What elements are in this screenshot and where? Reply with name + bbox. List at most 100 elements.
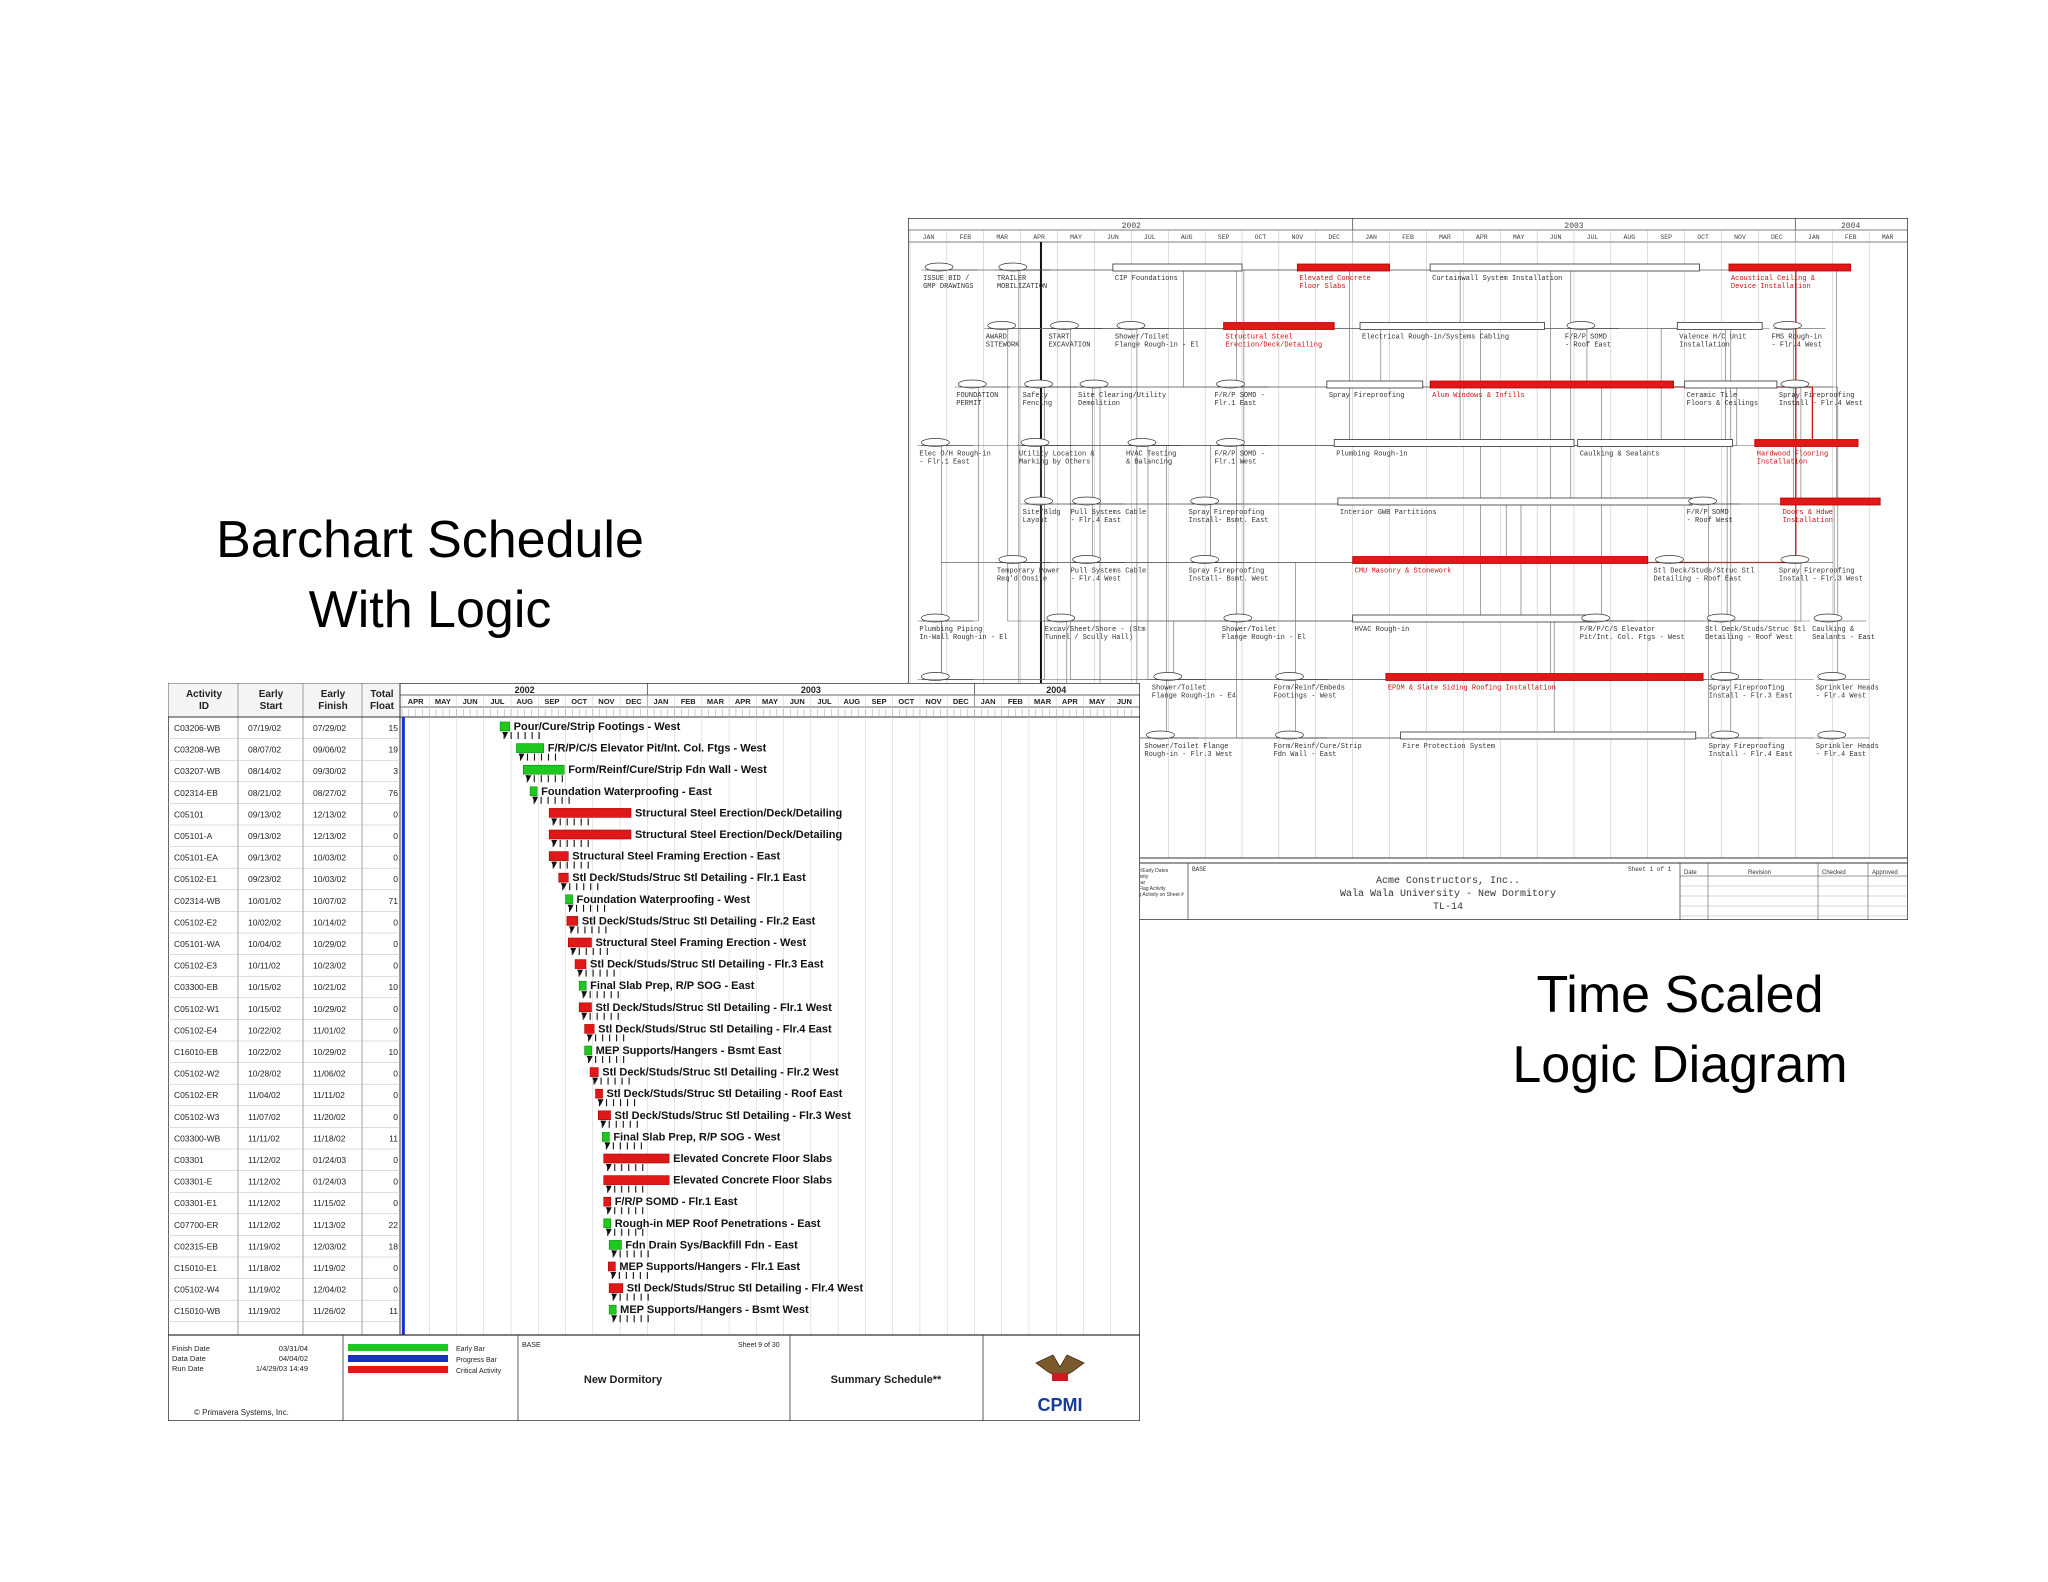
gantt-month-label: SEP (544, 697, 559, 706)
logic-node-label: F/R/P SOMD - (1214, 392, 1264, 400)
gantt-month-label: MAY (435, 697, 451, 706)
gantt-year-label: 2004 (1046, 685, 1066, 695)
gantt-month-label: AUG (516, 697, 533, 706)
logic-node-label: Site/Bldg (1023, 509, 1061, 517)
gantt-logic-arrow (577, 969, 584, 976)
gantt-logic-arrow (610, 1272, 617, 1278)
gantt-row: C02314-EB 08/21/02 08/27/02 76 Foundation Wa… (168, 786, 712, 804)
gantt-logic-arrow (568, 926, 575, 933)
gantt-early-start: 11/04/02 (248, 1090, 281, 1100)
logic-node-label: FMS Rough-in (1772, 334, 1822, 342)
gantt-early-start: 08/14/02 (248, 766, 281, 776)
logic-node-label-2: - Flr.4 West (1772, 342, 1822, 350)
gantt-early-finish: 11/13/02 (313, 1220, 346, 1230)
gantt-row: C02314-WB 10/01/02 10/07/02 71 Foundation Wa… (168, 894, 750, 912)
logic-legend-label: Milestone/Flag Activity (1116, 886, 1166, 892)
gantt-total-float: 10 (389, 982, 399, 992)
gantt-early-finish: 01/24/03 (313, 1177, 346, 1187)
gantt-row: C05102-W1 10/15/02 10/29/02 0 Stl Deck/Studs… (168, 1002, 832, 1020)
gantt-month-label: JUN (463, 697, 478, 706)
logic-node: Fire Protection System (1400, 731, 1697, 751)
logic-node-label-2: Fdn Wall - East (1274, 751, 1337, 759)
gantt-early-start: 10/15/02 (248, 1004, 281, 1014)
gantt-month-label: JUN (1117, 697, 1132, 706)
gantt-early-finish: 11/15/02 (313, 1198, 346, 1208)
logic-month-label: NOV (1734, 234, 1746, 241)
gantt-column-header: Total (370, 689, 393, 700)
logic-node-circle (1216, 379, 1245, 389)
logic-project: Wala Wala University - New Dormitory (1340, 888, 1556, 900)
gantt-early-start: 09/13/02 (248, 831, 281, 841)
logic-node-label: Acoustical Ceiling & (1731, 275, 1816, 283)
gantt-activity-id: C05102-W3 (174, 1112, 220, 1122)
gantt-total-float: 3 (393, 766, 398, 776)
gantt-logic-arrow (567, 904, 574, 911)
logic-node-circle (1706, 613, 1736, 623)
logic-node: FMS Rough-in- Flr.4 West (1772, 321, 1826, 350)
gantt-activity-bar (558, 872, 569, 883)
gantt-early-start: 10/04/02 (248, 939, 281, 949)
gantt-row: C05101-A 09/13/02 12/13/02 0 Structural Stee… (168, 829, 842, 847)
logic-node-label-2: SITEWORK (986, 342, 1020, 350)
logic-node-circle (1216, 438, 1245, 447)
gantt-month-label: NOV (598, 697, 614, 706)
gantt-logic-arrow (551, 818, 558, 825)
gantt-early-start: 09/23/02 (248, 874, 281, 884)
logic-node: CMU Masonry & Stonework (1352, 556, 1649, 576)
gantt-month-label: JAN (653, 697, 668, 706)
logic-node: Sprinkler Heads- Flr.4 East (1816, 730, 1879, 759)
gantt-early-start: 10/11/02 (248, 961, 281, 971)
gantt-early-finish: 11/06/02 (313, 1069, 346, 1079)
logic-node: CIP Foundations (1112, 263, 1243, 283)
logic-node-label: HVAC Testing (1126, 451, 1176, 459)
gantt-activity-bar (608, 1240, 622, 1250)
gantt-early-start: 08/07/02 (248, 745, 281, 755)
logic-month-label: JUL (1587, 234, 1599, 241)
logic-month-label: MAR (1882, 234, 1894, 241)
logic-month-label: APR (1033, 234, 1045, 241)
gantt-base-label: BASE (522, 1342, 541, 1349)
logic-node-label-2: Installation (1757, 459, 1807, 467)
logic-revision-header: Date (1684, 870, 1697, 876)
logic-month-label: SEP (1218, 234, 1230, 241)
cpmi-logo: CPMI (1035, 1354, 1085, 1415)
gantt-row: C07700-ER 11/12/02 11/13/02 22 Rough-in MEP … (168, 1218, 821, 1236)
logic-activity-bar (1359, 322, 1545, 330)
logic-node-circle (1275, 730, 1304, 740)
gantt-early-start: 11/07/02 (248, 1112, 281, 1122)
gantt-activity-label: F/R/P SOMD - Flr.1 East (615, 1196, 738, 1208)
logic-node-label-2: MOBILIZATION (997, 283, 1047, 291)
logic-node-circle (1817, 672, 1847, 681)
logic-node-label: Plumbing Rough-in (1336, 451, 1407, 459)
logic-legend-label: Activity Bar/Early Dates (1116, 868, 1169, 874)
gantt-activity-bar (578, 1002, 592, 1013)
logic-node-label-2: Floor Slabs (1299, 283, 1345, 291)
gantt-row: C05102-W2 10/28/02 11/06/02 0 Stl Deck/Studs… (168, 1067, 839, 1085)
gantt-total-float: 0 (393, 831, 398, 841)
gantt-row: C05102-W4 11/19/02 12/04/02 0 Stl Deck/Studs… (168, 1283, 863, 1301)
logic-node-circle (1046, 613, 1076, 623)
logic-month-label: AUG (1181, 234, 1193, 241)
gantt-early-finish: 01/24/03 (313, 1155, 346, 1165)
gantt-footer-value: 03/31/04 (279, 1344, 308, 1353)
gantt-early-finish: 11/19/02 (313, 1263, 346, 1273)
logic-activity-bar (1385, 673, 1704, 681)
logic-month-label: JAN (1808, 234, 1820, 241)
logic-year-label: 2004 (1841, 222, 1860, 231)
logic-node-label: Utility Location & (1019, 451, 1095, 459)
gantt-early-start: 09/13/02 (248, 809, 281, 819)
gantt-footer-value: 1/4/29/03 14:49 (256, 1364, 308, 1373)
gantt-summary-title: Summary Schedule** (831, 1374, 942, 1386)
gantt-footer-label: Data Date (172, 1354, 206, 1363)
gantt-activity-label: MEP Supports/Hangers - Bsmt East (596, 1045, 782, 1057)
gantt-early-finish: 12/03/02 (313, 1241, 346, 1251)
gantt-early-start: 10/22/02 (248, 1047, 281, 1057)
logic-node-label-2: EXCAVATION (1048, 342, 1090, 350)
logic-node-label: Shower/Toilet Flange (1144, 743, 1228, 751)
logic-node: EPDM & Slate Siding Roofing Installation (1385, 673, 1704, 693)
gantt-activity-id: C05102-E2 (174, 917, 217, 927)
gantt-legend-swatch (348, 1366, 448, 1373)
gantt-early-finish: 08/27/02 (313, 788, 346, 798)
